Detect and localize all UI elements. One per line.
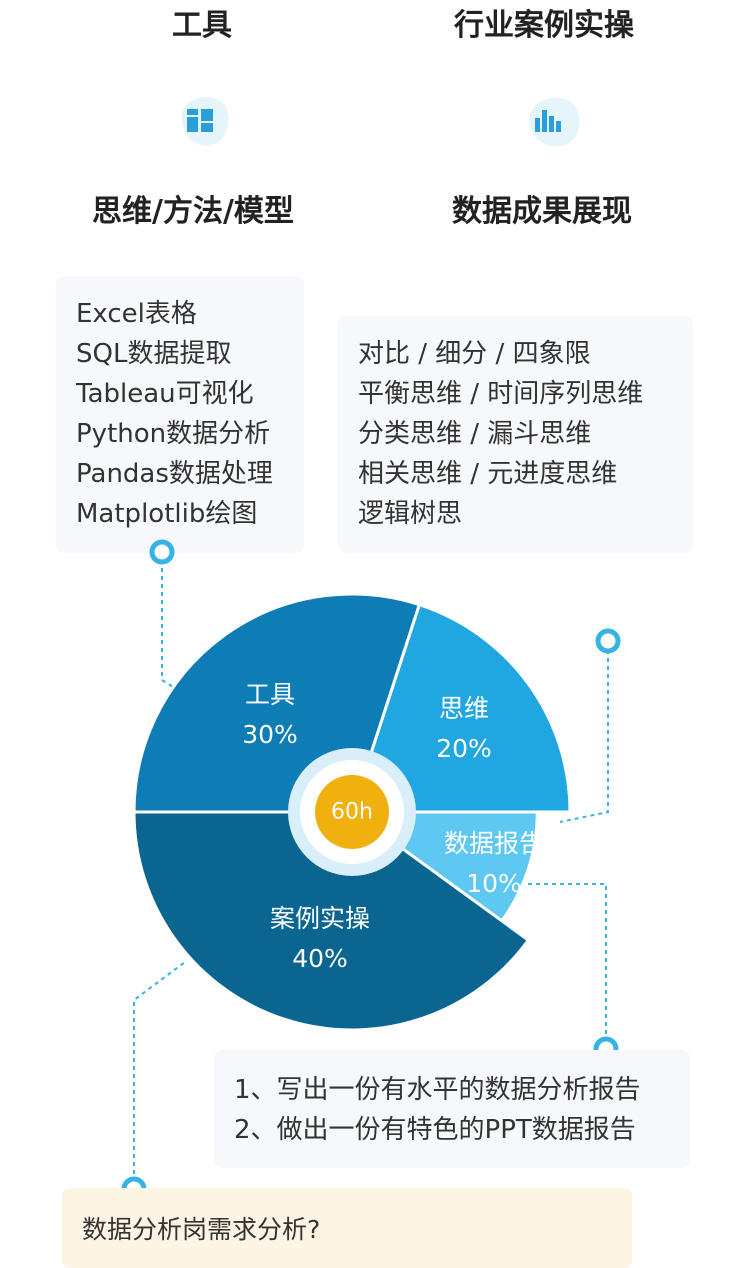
slice-value-report: 10% [466,869,522,898]
heading-tools: 工具 [172,8,232,43]
dashboard-grid-icon [172,92,232,152]
tools-item-excel: Excel表格 [76,299,197,329]
report-item-2: 2、做出一份有特色的PPT数据报告 [234,1115,636,1145]
tools-item-tableau: Tableau可视化 [76,379,254,409]
heading-thinking-methods: 思维/方法/模型 [92,194,294,229]
slice-cases [132,810,531,1032]
slice-name-thinking: 思维 [438,694,490,723]
slice-label-cases: 案例实操 40% [270,899,370,979]
slice-value-cases: 40% [292,944,348,973]
tools-item-python: Python数据分析 [76,419,271,449]
slice-label-thinking: 思维 20% [436,689,492,769]
bar-chart-icon [522,92,582,152]
center-label: 60h [331,799,373,825]
slice-value-tools: 30% [242,720,298,749]
thinking-item-4: 相关思维 / 元进度思维 [358,459,618,489]
tools-card: Excel表格 SQL数据提取 Tableau可视化 Python数据分析 Pa… [56,276,304,553]
thinking-item-5: 逻辑树思 [358,499,463,529]
thinking-item-3: 分类思维 / 漏斗思维 [358,419,592,449]
tools-item-pandas: Pandas数据处理 [76,459,273,489]
slice-name-tools: 工具 [244,680,296,709]
slice-thinking [349,602,572,814]
slice-name-cases: 案例实操 [269,904,371,933]
slice-label-tools: 工具 30% [242,675,298,755]
thinking-card: 对比 / 细分 / 四象限 平衡思维 / 时间序列思维 分类思维 / 漏斗思维 … [338,316,693,553]
slice-label-report: 数据报告 10% [444,824,544,904]
tools-item-matplotlib: Matplotlib绘图 [76,499,258,529]
bottom-card: 数据分析岗需求分析? [62,1188,632,1268]
slice-value-thinking: 20% [436,734,492,763]
bottom-card-text: 数据分析岗需求分析? [82,1215,321,1244]
tools-item-sql: SQL数据提取 [76,339,232,369]
heading-data-presentation: 数据成果展现 [452,194,632,229]
center-circle [315,775,389,849]
thinking-item-2: 平衡思维 / 时间序列思维 [358,379,644,409]
heading-industry-practice: 行业案例实操 [454,8,634,43]
report-item-1: 1、写出一份有水平的数据分析报告 [234,1075,641,1105]
report-card: 1、写出一份有水平的数据分析报告 2、做出一份有特色的PPT数据报告 [214,1050,690,1168]
slice-name-report: 数据报告 [443,829,545,858]
thinking-item-1: 对比 / 细分 / 四象限 [358,339,591,369]
